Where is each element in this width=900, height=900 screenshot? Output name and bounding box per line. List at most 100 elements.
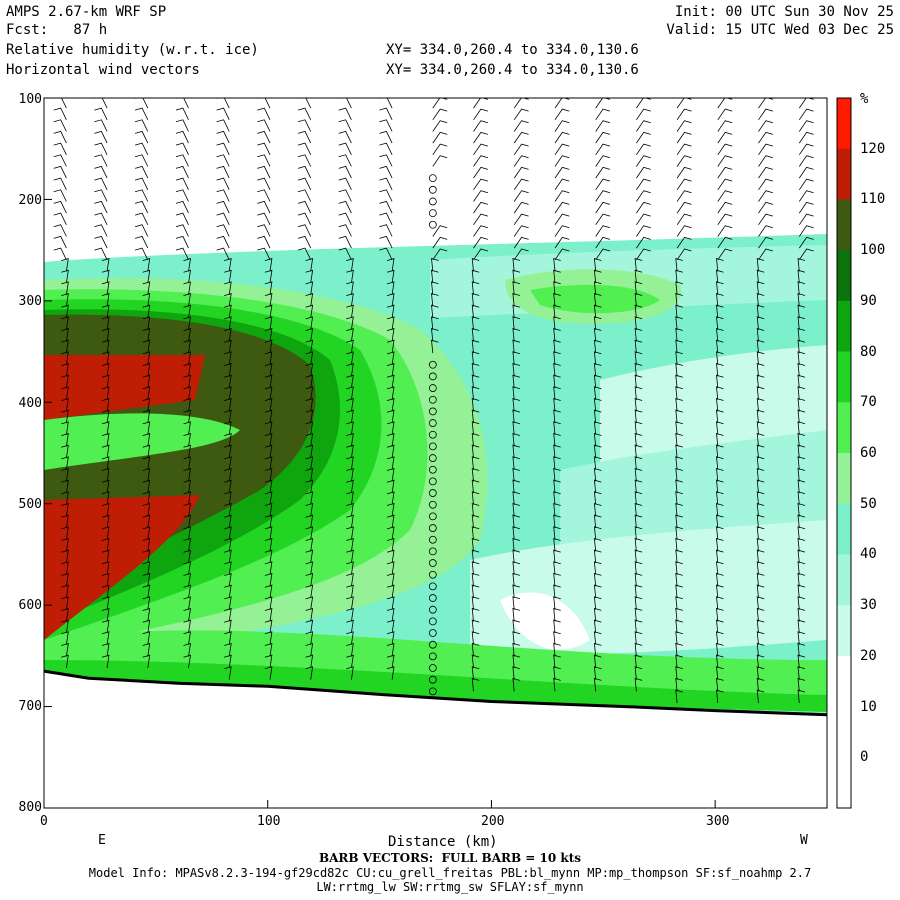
field-name-rh: Relative humidity (w.r.t. ice) xyxy=(6,42,259,58)
wind-barb xyxy=(346,654,354,669)
wind-barb xyxy=(431,257,439,272)
wind-barb xyxy=(346,467,354,482)
wind-barb xyxy=(798,120,814,132)
wind-barb xyxy=(471,456,480,470)
wind-barb xyxy=(595,120,611,132)
wind-barb xyxy=(94,189,108,202)
wind-barb xyxy=(473,108,489,121)
wind-barb xyxy=(379,247,393,260)
calm-wind-circle xyxy=(428,687,437,696)
wind-barb xyxy=(61,479,69,494)
wind-barb xyxy=(634,316,643,330)
wind-barb xyxy=(134,200,149,214)
wind-barb xyxy=(264,363,273,377)
colorbar-swatch xyxy=(837,351,851,403)
wind-barb xyxy=(471,514,480,529)
wind-barb xyxy=(297,224,312,237)
wind-barb xyxy=(636,166,651,179)
wind-barb xyxy=(636,120,651,132)
wind-barb xyxy=(432,155,448,167)
wind-barb xyxy=(61,304,69,319)
wind-barb xyxy=(224,456,232,470)
wind-barb xyxy=(554,155,570,167)
wind-barb xyxy=(675,386,683,400)
wind-barb xyxy=(257,154,271,167)
wind-barb xyxy=(513,248,529,261)
wind-barb xyxy=(797,386,806,400)
wind-barb xyxy=(676,190,692,202)
calm-wind-circle xyxy=(428,407,437,416)
wind-barb xyxy=(634,269,643,284)
wind-barb xyxy=(216,98,230,109)
wind-barb xyxy=(513,108,529,121)
wind-barb xyxy=(512,304,521,319)
wind-barb xyxy=(101,304,110,319)
wind-barb xyxy=(264,479,273,494)
wind-barb xyxy=(216,200,230,214)
wind-barb xyxy=(512,479,521,494)
wind-barb xyxy=(297,130,312,144)
wind-barb xyxy=(553,281,561,295)
wind-barb xyxy=(716,257,724,272)
wind-barb xyxy=(471,584,480,599)
wind-barb xyxy=(553,421,561,435)
wind-barb xyxy=(513,98,529,109)
wind-barb xyxy=(758,143,774,156)
wind-barb xyxy=(386,537,395,552)
wind-barb xyxy=(264,607,273,622)
wind-barb xyxy=(61,374,69,389)
wind-barb xyxy=(431,327,439,342)
wind-barb xyxy=(553,631,561,645)
rh-field xyxy=(44,234,827,808)
wind-barb xyxy=(553,561,561,575)
wind-barb xyxy=(593,467,602,482)
wind-barb xyxy=(264,666,273,680)
wind-barb xyxy=(224,339,232,354)
wind-barb xyxy=(305,537,314,552)
wind-barb xyxy=(386,409,395,424)
x-end-label-west: W xyxy=(800,833,808,848)
wind-barb xyxy=(553,257,561,272)
wind-barb xyxy=(634,339,643,354)
wind-barb xyxy=(183,467,191,482)
wind-barb xyxy=(346,631,354,645)
wind-barb xyxy=(471,479,480,494)
wind-barb xyxy=(386,666,395,680)
colorbar-swatch xyxy=(837,605,851,657)
wind-barb xyxy=(305,619,314,634)
wind-barb xyxy=(346,374,354,389)
rh-region-surface-2 xyxy=(44,660,827,712)
wind-barb xyxy=(142,537,151,552)
colorbar-swatch xyxy=(837,655,851,708)
colorbar-label: 20 xyxy=(860,647,877,664)
wind-barb xyxy=(183,596,191,610)
wind-barb xyxy=(593,304,602,319)
wind-barb xyxy=(798,131,814,144)
wind-barb xyxy=(593,491,602,505)
wind-barb xyxy=(756,304,765,319)
wind-barb xyxy=(716,327,724,342)
calm-wind-circle xyxy=(428,477,437,486)
wind-barb xyxy=(224,363,232,377)
wind-barb xyxy=(553,526,561,540)
wind-barb xyxy=(346,537,354,552)
wind-barb xyxy=(595,108,611,121)
wind-barb xyxy=(595,166,611,179)
wind-barb xyxy=(142,258,151,272)
wind-barb xyxy=(264,491,273,505)
wind-barb xyxy=(553,316,561,330)
wind-barb xyxy=(134,165,149,179)
wind-barb xyxy=(716,421,724,435)
wind-barb xyxy=(716,689,724,704)
wind-barb xyxy=(257,247,271,260)
wind-barb xyxy=(593,479,602,494)
wind-barb xyxy=(142,281,151,295)
wind-barb xyxy=(305,607,314,622)
wind-barb xyxy=(634,537,643,552)
wind-barb xyxy=(305,456,314,470)
wind-barb xyxy=(553,584,561,599)
wind-barb xyxy=(553,444,561,459)
calm-wind-circle xyxy=(428,384,437,392)
wind-barb xyxy=(471,316,480,330)
wind-barb xyxy=(338,107,352,120)
